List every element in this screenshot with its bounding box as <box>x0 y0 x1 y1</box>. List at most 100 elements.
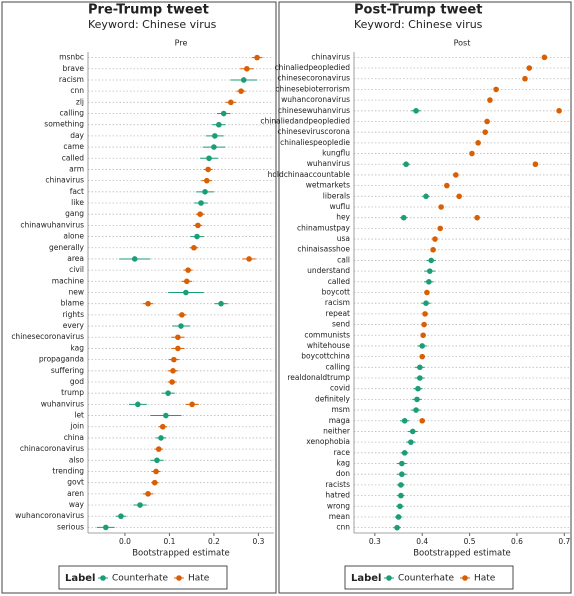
y-tick-label: communists <box>304 330 350 339</box>
dot <box>175 334 181 341</box>
dot <box>556 107 562 114</box>
x-axis-label: Bootstrapped estimate <box>132 549 230 559</box>
dot <box>212 133 218 139</box>
y-tick-label: serious <box>57 522 84 531</box>
legend-label: Counterhate <box>112 574 169 584</box>
y-tick-label: trending <box>52 466 84 475</box>
facet-label: Pre <box>175 39 188 48</box>
dot <box>131 256 138 262</box>
x-tick-label: 0.2 <box>208 537 220 546</box>
dot <box>526 65 533 71</box>
dot <box>398 482 404 488</box>
legend-swatch <box>462 575 468 581</box>
y-tick-label: kag <box>70 343 84 352</box>
y-tick-label: neither <box>323 426 351 435</box>
dot <box>163 412 169 419</box>
y-tick-label: civil <box>69 265 84 274</box>
y-tick-label: let <box>74 411 84 420</box>
dot <box>400 214 407 221</box>
dot <box>198 200 204 206</box>
y-tick-label: calling <box>326 362 351 371</box>
y-tick-label: called <box>62 153 85 162</box>
dot <box>532 161 539 168</box>
y-tick-label: join <box>69 422 84 431</box>
y-tick-label: came <box>63 142 84 151</box>
y-tick-label: mean <box>329 512 351 521</box>
dot <box>195 222 201 229</box>
y-tick-label: zlj <box>76 97 84 106</box>
dot <box>415 385 421 392</box>
chart-subtitle: Keyword: Chinese virus <box>88 18 217 31</box>
dot <box>218 300 224 307</box>
y-tick-label: god <box>70 377 84 386</box>
dot <box>419 417 426 424</box>
y-tick-label: chinaliespeopledie <box>280 138 350 147</box>
y-tick-label: chinavirus <box>45 176 84 185</box>
legend-swatch <box>176 575 182 581</box>
dot <box>423 193 429 200</box>
dot <box>194 233 200 240</box>
y-tick-label: cnn <box>336 523 350 532</box>
y-tick-label: msnbc <box>59 53 84 62</box>
dot <box>145 300 151 307</box>
y-tick-label: whitehouse <box>307 341 351 350</box>
y-tick-label: day <box>70 131 84 140</box>
y-tick-label: don <box>336 469 350 478</box>
y-tick-label: send <box>332 320 350 329</box>
dot <box>158 435 164 441</box>
y-tick-label: covid <box>330 384 350 393</box>
dot <box>414 396 420 403</box>
dot <box>197 211 203 217</box>
y-tick-label: understand <box>307 266 350 275</box>
dot <box>189 401 195 408</box>
legend-title: Label <box>65 573 96 584</box>
y-tick-label: area <box>67 254 84 263</box>
y-tick-label: wuhanvirus <box>307 159 350 168</box>
dot <box>413 407 419 413</box>
dot <box>179 312 185 318</box>
dot <box>211 144 217 150</box>
y-tick-label: arm <box>69 164 84 173</box>
x-tick-label: 0.6 <box>511 537 523 546</box>
y-tick-label: boycottchina <box>301 352 350 361</box>
dot <box>413 107 419 114</box>
legend-label: Hate <box>188 574 210 584</box>
y-tick-label: kungflu <box>322 149 350 158</box>
y-tick-label: something <box>44 120 84 129</box>
dot <box>244 65 250 72</box>
dot <box>202 189 208 195</box>
x-tick-label: 0.5 <box>464 537 476 546</box>
dot <box>437 225 444 232</box>
y-tick-label: new <box>68 288 84 297</box>
x-tick-label: 0.1 <box>163 537 175 546</box>
y-tick-label: wuhanvirus <box>41 399 84 408</box>
y-tick-label: racists <box>325 480 350 489</box>
y-tick-label: trump <box>61 388 84 397</box>
y-tick-label: maga <box>329 416 350 425</box>
y-tick-label: every <box>63 321 85 330</box>
dot <box>191 244 197 251</box>
panel-border <box>278 1 572 594</box>
y-tick-label: chinacoronavirus <box>20 444 84 453</box>
panel-border <box>1 1 277 594</box>
dot <box>153 468 159 475</box>
dot <box>398 492 404 499</box>
y-tick-label: wuhancoronavirus <box>15 511 84 520</box>
dot <box>399 460 405 467</box>
dot <box>254 54 260 61</box>
dot <box>171 356 177 363</box>
y-tick-label: cnn <box>70 86 84 95</box>
y-tick-label: alone <box>63 232 84 241</box>
y-tick-label: propaganda <box>39 355 84 364</box>
dot <box>170 368 176 374</box>
dot <box>185 267 191 273</box>
dot <box>118 513 124 520</box>
dot <box>420 332 426 339</box>
dot <box>482 129 489 135</box>
dot <box>432 236 438 242</box>
legend-swatch <box>386 575 392 581</box>
y-tick-label: chinesecoronavirus <box>277 74 350 83</box>
y-tick-label: repeat <box>326 309 351 318</box>
y-tick-label: calling <box>60 109 85 118</box>
y-tick-label: like <box>71 198 84 207</box>
